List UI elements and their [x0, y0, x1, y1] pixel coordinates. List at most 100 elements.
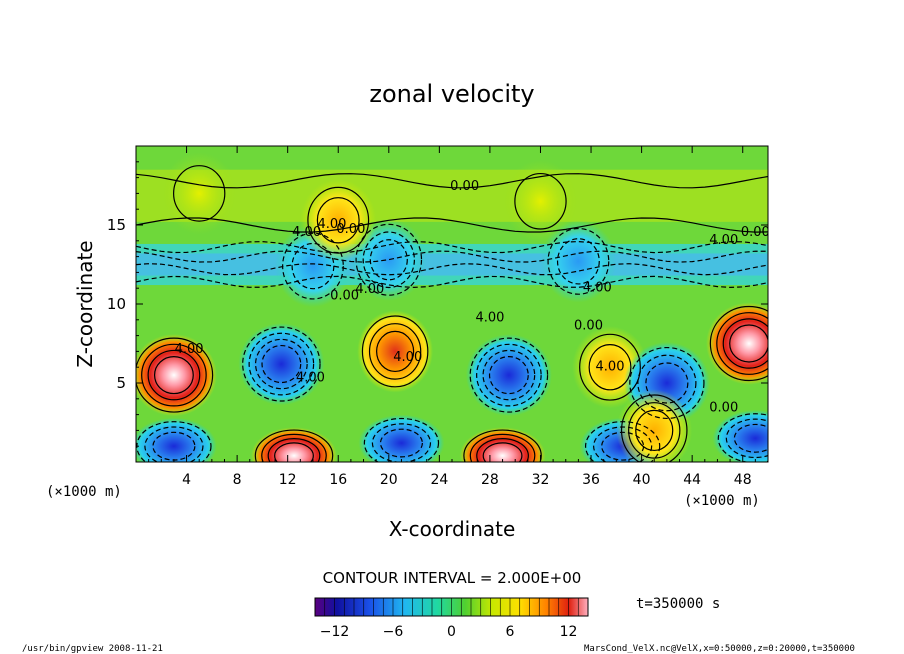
contour-12-2: [725, 418, 768, 459]
contour-label-0: 0.00: [450, 179, 479, 194]
contour-label-4: 4.00: [709, 233, 738, 248]
field-feature-2: [357, 310, 434, 393]
contour-2-3: [376, 330, 415, 373]
band-contour-1: [136, 263, 768, 276]
footer-right: MarsCond_VelX.nc@VelX,x=0:50000,z=0:2000…: [584, 644, 855, 654]
contour-3-4: [488, 356, 529, 395]
x-tick-label-4: 20: [380, 472, 398, 488]
contour-label-6: 0.00: [330, 288, 359, 303]
contour-label-2: 4.00: [317, 217, 346, 232]
x-tick-label-10: 44: [683, 472, 701, 488]
upper-contour-1: [136, 173, 768, 189]
y-tick-label-2: 15: [107, 216, 126, 234]
contour-17-2: [316, 197, 360, 244]
field-feature-3: [465, 334, 552, 417]
contour-lines: [136, 165, 768, 462]
y-axis: 5 10 15: [107, 161, 768, 447]
contour-0-2: [141, 343, 207, 407]
x-axis-label: X-coordinate: [389, 517, 516, 541]
contour-6-1: [709, 305, 768, 382]
contour-6-4: [729, 324, 768, 363]
contour-9-2: [144, 426, 204, 462]
colorbar-tick-label-2: 0: [447, 624, 456, 640]
upper-contour-0: [136, 217, 768, 233]
contour-13-3: [635, 409, 674, 452]
contour-10-1: [363, 417, 440, 462]
field-feature-12: [712, 409, 768, 462]
contour-label-11: 4.00: [175, 342, 204, 357]
contour-0-4: [153, 356, 194, 395]
contour-4-2: [588, 344, 632, 391]
contour-label-1: 4.00: [292, 225, 321, 240]
contour-label-9: 4.00: [475, 310, 504, 325]
chart-title: zonal velocity: [369, 80, 534, 108]
contour-7-2: [261, 433, 327, 462]
field-feature-9: [136, 417, 217, 462]
contour-1-2: [248, 332, 315, 396]
contour-5-1: [629, 346, 705, 420]
contour-14-3: [369, 239, 408, 281]
field-feature-0: [136, 334, 217, 417]
colorbar-segments: [324, 598, 579, 616]
colorbar-tick-label-3: 6: [506, 624, 515, 640]
contour-3-3: [482, 349, 536, 401]
contour-1-1: [242, 326, 321, 402]
contour-16-2: [291, 242, 335, 290]
field-feature-1: [238, 322, 325, 406]
contour-10-3: [379, 428, 423, 458]
x-tick-label-2: 12: [279, 472, 297, 488]
contour-18-1: [514, 172, 567, 230]
contour-8-2: [469, 433, 536, 462]
footer-left: /usr/bin/gpview 2008-11-21: [22, 644, 163, 654]
contour-label-3: 0.00: [336, 222, 365, 237]
x-tick-label-7: 32: [532, 472, 550, 488]
colorbar-tick-label-1: −6: [383, 624, 404, 640]
field-feature-8: [459, 427, 546, 462]
contour-14-2: [362, 231, 415, 289]
contour-0-3: [147, 349, 201, 401]
contour-3-1: [469, 337, 549, 413]
contour-label-10: 0.00: [574, 318, 603, 333]
contour-8-4: [482, 442, 523, 462]
contour-3-2: [476, 343, 542, 407]
contour-8-1: [463, 429, 542, 462]
x-tick-label-0: 4: [182, 472, 191, 488]
field-feature-15: [540, 220, 617, 303]
colorbar-tick-label-0: −12: [320, 624, 350, 640]
band-contour-2: [136, 250, 768, 263]
contour-4-1: [579, 333, 641, 401]
low-speed-core: [136, 253, 768, 276]
contour-12-3: [733, 423, 768, 453]
colorbar-tick-label-4: 12: [560, 624, 578, 640]
contour-label-7: 4.00: [355, 282, 384, 297]
contour-7-4: [274, 442, 314, 462]
field-feature-13: [616, 389, 693, 462]
x-axis-unit-right: (×1000 m): [684, 493, 760, 509]
field-feature-17: [300, 179, 377, 262]
contour-label-15: 0.00: [709, 400, 738, 415]
field-feature-10: [358, 414, 445, 462]
time-label: t=350000 s: [636, 596, 720, 612]
contour-8-3: [476, 438, 529, 462]
contour-labels: 0.004.004.000.004.000.000.004.00 4.004.00…: [175, 179, 768, 415]
contour-2-2: [368, 323, 422, 380]
y-tick-label-1: 10: [107, 295, 126, 313]
field-feature-18: [502, 160, 579, 243]
x-axis-unit-left: (×1000 m): [46, 484, 122, 500]
contour-10-2: [371, 423, 432, 462]
velocity-field: [136, 152, 768, 462]
contour-15-1: [547, 227, 610, 295]
contour-13-2: [628, 402, 681, 459]
x-tick-label-3: 16: [329, 472, 347, 488]
contour-label-14: 4.00: [596, 359, 625, 374]
contour-5-3: [645, 362, 689, 404]
contour-7-3: [267, 438, 321, 462]
field-feature-19: [161, 152, 238, 235]
y-axis-label: Z-coordinate: [73, 240, 97, 367]
contour-5-2: [637, 354, 697, 412]
x-axis: 4 8 12 16 20 24 28 32 36 40 44 48: [148, 146, 756, 488]
colorbar: −12 −6 0 6 12: [314, 597, 589, 640]
band-contour-0: [136, 275, 768, 289]
field-feature-7: [251, 427, 337, 462]
contour-11-2: [593, 426, 653, 462]
